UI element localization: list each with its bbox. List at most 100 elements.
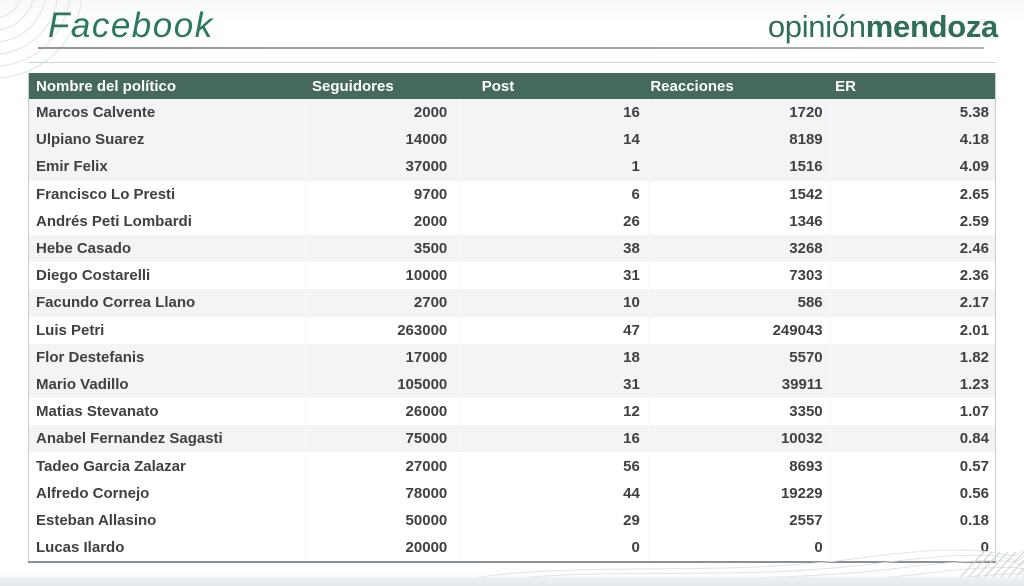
- table-row: Alfredo Cornejo 78000 44 19229 0.56: [28, 479, 996, 507]
- cell-reacciones: 19229: [648, 479, 830, 507]
- cell-reacciones: 7303: [648, 262, 830, 290]
- cell-politician-name: Luis Petri: [28, 316, 308, 344]
- cell-seguidores: 75000: [306, 425, 461, 453]
- cell-er: 0.18: [829, 506, 996, 534]
- cell-reacciones: 1720: [648, 99, 830, 127]
- cell-politician-name: Facundo Correa Llano: [28, 289, 308, 317]
- cell-politician-name: Matias Stevanato: [28, 398, 308, 426]
- cell-er: 0.57: [829, 452, 996, 480]
- table-row: Andrés Peti Lombardi 2000 26 1346 2.59: [28, 207, 996, 235]
- table-row: Ulpiano Suarez 14000 14 8189 4.18: [28, 126, 996, 154]
- table-row: Emir Felix 37000 1 1516 4.09: [28, 153, 996, 181]
- cell-er: 2.46: [829, 234, 996, 263]
- cell-reacciones: 3350: [648, 398, 830, 426]
- cell-post: 16: [459, 99, 649, 127]
- cell-seguidores: 78000: [306, 479, 461, 507]
- cell-politician-name: Hebe Casado: [28, 234, 308, 263]
- table-row: Flor Destefanis 17000 18 5570 1.82: [28, 343, 996, 371]
- table-row: Esteban Allasino 50000 29 2557 0.18: [28, 506, 996, 534]
- cell-er: 2.17: [829, 289, 996, 317]
- table-row: Mario Vadillo 105000 31 39911 1.23: [28, 370, 996, 399]
- cell-politician-name: Marcos Calvente: [28, 99, 308, 127]
- politicians-facebook-table: Nombre del político Seguidores Post Reac…: [28, 73, 996, 564]
- table-row: Matias Stevanato 26000 12 3350 1.07: [28, 398, 996, 426]
- table-row: Diego Costarelli 10000 31 7303 2.36: [28, 262, 996, 290]
- table-header: Nombre del político Seguidores Post Reac…: [28, 73, 996, 99]
- cell-er: 0.56: [829, 479, 996, 507]
- brand-logo: opiniónmendoza: [768, 9, 998, 45]
- cell-reacciones: 2557: [648, 506, 830, 534]
- table-header-row: Nombre del político Seguidores Post Reac…: [28, 73, 996, 99]
- cell-post: 56: [459, 452, 649, 480]
- brand-logo-bold: mendoza: [865, 9, 999, 44]
- cell-reacciones: 8693: [648, 452, 830, 480]
- cell-post: 31: [459, 370, 649, 399]
- cell-post: 0: [459, 534, 649, 563]
- cell-politician-name: Diego Costarelli: [28, 262, 308, 290]
- cell-politician-name: Flor Destefanis: [28, 343, 308, 371]
- cell-seguidores: 50000: [306, 506, 461, 534]
- cell-politician-name: Emir Felix: [28, 153, 308, 181]
- cell-seguidores: 17000: [306, 343, 461, 371]
- cell-post: 16: [459, 425, 649, 453]
- table-row: Anabel Fernandez Sagasti 75000 16 10032 …: [28, 425, 996, 453]
- cell-post: 44: [459, 479, 649, 507]
- cell-er: 0: [829, 534, 996, 563]
- column-header-seguidores: Seguidores: [306, 73, 460, 99]
- cell-reacciones: 249043: [648, 316, 830, 344]
- cell-er: 2.36: [829, 262, 996, 290]
- cell-politician-name: Andrés Peti Lombardi: [28, 207, 308, 235]
- cell-seguidores: 10000: [306, 262, 461, 290]
- cell-reacciones: 0: [648, 534, 830, 563]
- cell-politician-name: Francisco Lo Presti: [28, 180, 308, 208]
- table-body: Marcos Calvente 2000 16 1720 5.38 Ulpian…: [28, 99, 996, 563]
- cell-politician-name: Tadeo Garcia Zalazar: [28, 452, 308, 480]
- table-row: Hebe Casado 3500 38 3268 2.46: [28, 234, 996, 263]
- cell-er: 1.82: [829, 343, 996, 371]
- column-header-reacciones: Reacciones: [648, 73, 830, 99]
- table-row: Tadeo Garcia Zalazar 27000 56 8693 0.57: [28, 452, 996, 480]
- bottom-band: [0, 577, 1024, 586]
- cell-post: 12: [459, 398, 649, 426]
- cell-er: 2.01: [829, 316, 996, 344]
- cell-seguidores: 14000: [306, 126, 461, 154]
- cell-post: 1: [459, 153, 649, 181]
- cell-seguidores: 3500: [306, 234, 461, 263]
- cell-seguidores: 263000: [306, 316, 461, 344]
- cell-reacciones: 1346: [648, 207, 830, 235]
- cell-seguidores: 26000: [306, 398, 461, 426]
- cell-seguidores: 9700: [306, 180, 461, 208]
- cell-er: 4.18: [829, 126, 996, 154]
- cell-post: 29: [459, 506, 649, 534]
- brand-logo-regular: opinión: [767, 9, 866, 44]
- cell-post: 47: [459, 316, 649, 344]
- table-row: Lucas Ilardo 20000 0 0 0: [28, 534, 996, 563]
- cell-er: 4.09: [829, 153, 996, 181]
- cell-er: 0.84: [829, 425, 996, 453]
- cell-reacciones: 586: [648, 289, 830, 317]
- cell-seguidores: 20000: [306, 534, 461, 563]
- cell-reacciones: 3268: [648, 234, 830, 263]
- cell-politician-name: Mario Vadillo: [28, 370, 308, 399]
- cell-er: 1.23: [829, 370, 996, 399]
- cell-post: 10: [459, 289, 649, 317]
- cell-er: 1.07: [829, 398, 996, 426]
- cell-reacciones: 1516: [648, 153, 830, 181]
- cell-politician-name: Ulpiano Suarez: [28, 126, 308, 154]
- cell-reacciones: 10032: [648, 425, 830, 453]
- cell-post: 14: [459, 126, 649, 154]
- cell-post: 18: [459, 343, 649, 371]
- cell-post: 31: [459, 262, 649, 290]
- table-row: Francisco Lo Presti 9700 6 1542 2.65: [28, 180, 996, 208]
- page-title: Facebook: [48, 6, 214, 45]
- cell-politician-name: Lucas Ilardo: [28, 534, 308, 563]
- cell-post: 6: [459, 180, 649, 208]
- cell-reacciones: 8189: [648, 126, 830, 154]
- cell-seguidores: 2700: [306, 289, 461, 317]
- cell-politician-name: Anabel Fernandez Sagasti: [28, 425, 308, 453]
- cell-post: 38: [459, 234, 649, 263]
- cell-politician-name: Alfredo Cornejo: [28, 479, 308, 507]
- cell-reacciones: 39911: [648, 370, 830, 399]
- divider-line: [28, 62, 996, 63]
